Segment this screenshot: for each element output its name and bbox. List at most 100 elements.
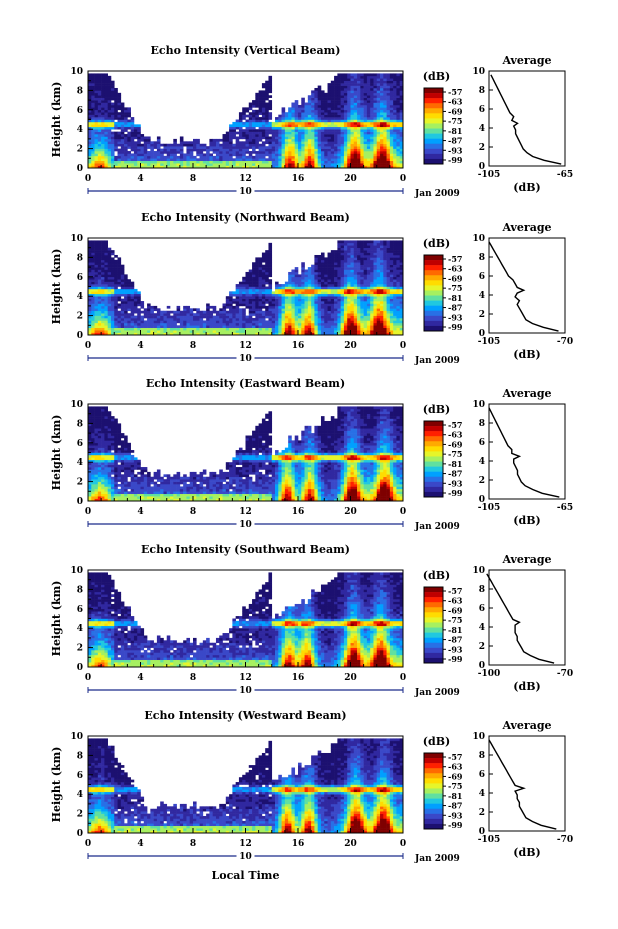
heatmap-cell bbox=[389, 245, 394, 248]
heatmap-cell bbox=[360, 281, 364, 285]
heatmap-cell bbox=[330, 315, 335, 319]
heatmap-cell bbox=[370, 90, 374, 94]
heatmap-cell bbox=[133, 148, 138, 152]
heatmap-cell bbox=[110, 318, 115, 321]
heatmap-cell bbox=[104, 92, 108, 96]
heatmap-cell bbox=[179, 146, 184, 149]
heatmap-cell bbox=[334, 134, 338, 137]
heatmap-cell bbox=[294, 322, 299, 326]
heatmap-cell bbox=[393, 262, 397, 265]
heatmap-cell bbox=[104, 102, 108, 106]
heatmap-cell bbox=[242, 129, 246, 132]
heatmap-cell bbox=[347, 245, 351, 248]
heatmap-cell bbox=[110, 87, 115, 91]
heatmap-cell bbox=[88, 85, 92, 89]
heatmap-cell bbox=[252, 330, 256, 333]
heatmap-cell bbox=[357, 310, 361, 314]
heatmap-cell bbox=[137, 136, 141, 140]
heatmap-cell bbox=[143, 325, 148, 329]
heatmap-cell bbox=[91, 276, 95, 280]
heatmap-cell bbox=[130, 293, 135, 297]
heatmap-cell bbox=[97, 80, 102, 84]
heatmap-cell bbox=[396, 303, 401, 307]
heatmap-cell bbox=[363, 274, 368, 278]
heatmap-cell bbox=[366, 80, 371, 84]
heatmap-cell bbox=[199, 153, 204, 157]
heatmap-cell bbox=[386, 138, 391, 142]
heatmap-cell bbox=[386, 141, 391, 145]
heatmap-cell bbox=[330, 320, 335, 324]
heatmap-cell bbox=[311, 126, 315, 130]
heatmap-cell bbox=[133, 315, 138, 319]
heatmap-cell bbox=[120, 284, 125, 287]
heatmap-cell bbox=[343, 313, 348, 316]
heatmap-cell bbox=[130, 310, 135, 314]
heatmap-cell bbox=[386, 305, 391, 309]
heatmap-cell bbox=[88, 318, 92, 321]
heatmap-cell bbox=[353, 95, 358, 98]
heatmap-cell bbox=[327, 267, 332, 270]
heatmap-cell bbox=[209, 330, 213, 333]
heatmap-cell bbox=[94, 276, 99, 280]
heatmap-cell bbox=[114, 301, 118, 304]
heatmap-cell bbox=[288, 284, 292, 287]
heatmap-cell bbox=[163, 146, 168, 149]
heatmap-cell bbox=[150, 146, 154, 149]
heatmap-cell bbox=[176, 165, 181, 169]
heatmap-cell bbox=[370, 303, 374, 307]
heatmap-cell bbox=[120, 126, 125, 130]
heatmap-cell bbox=[376, 262, 381, 265]
heatmap-cell bbox=[94, 143, 99, 147]
heatmap-cell bbox=[110, 160, 115, 164]
heatmap-cell bbox=[114, 327, 118, 331]
heatmap-cell bbox=[383, 310, 387, 314]
heatmap-cell bbox=[248, 305, 253, 309]
heatmap-cell bbox=[268, 245, 273, 248]
heatmap-cell bbox=[301, 308, 305, 312]
heatmap-cell bbox=[91, 136, 95, 140]
heatmap-cell bbox=[124, 315, 128, 319]
heatmap-cell bbox=[396, 131, 401, 135]
heatmap-cell bbox=[91, 124, 95, 128]
heatmap-cell bbox=[360, 85, 364, 89]
heatmap-cell bbox=[153, 308, 158, 312]
heatmap-cell bbox=[327, 160, 332, 164]
heatmap-cell bbox=[130, 313, 135, 316]
heatmap-cell bbox=[120, 129, 125, 132]
heatmap-cell bbox=[215, 143, 220, 147]
heatmap-cell bbox=[91, 155, 95, 159]
heatmap-cell bbox=[166, 165, 171, 169]
heatmap-cell bbox=[399, 107, 404, 111]
heatmap-cell bbox=[327, 138, 332, 142]
heatmap-cell bbox=[114, 134, 118, 137]
heatmap-cell bbox=[330, 262, 335, 265]
heatmap-cell bbox=[330, 92, 335, 96]
heatmap-cell bbox=[320, 102, 325, 106]
heatmap-cell bbox=[399, 95, 404, 98]
heatmap-cell bbox=[386, 102, 391, 106]
heatmap-cell bbox=[343, 308, 348, 312]
heatmap-cell bbox=[373, 100, 378, 103]
heatmap-cell bbox=[120, 301, 125, 304]
heatmap-cell bbox=[140, 322, 145, 326]
heatmap-cell bbox=[311, 129, 315, 132]
heatmap-cell bbox=[291, 276, 296, 280]
heatmap-cell bbox=[271, 160, 276, 164]
heatmap-cell bbox=[393, 322, 397, 326]
heatmap-cell bbox=[380, 117, 384, 120]
heatmap-cell bbox=[268, 90, 273, 94]
heatmap-cell bbox=[242, 165, 246, 169]
heatmap-cell bbox=[376, 286, 381, 290]
heatmap-cell bbox=[248, 136, 253, 140]
heatmap-cell bbox=[393, 75, 397, 79]
heatmap-cell bbox=[258, 146, 263, 149]
heatmap-cell bbox=[343, 332, 348, 336]
heatmap-cell bbox=[258, 274, 263, 278]
heatmap-cell bbox=[114, 121, 118, 125]
heatmap-cell bbox=[183, 153, 187, 157]
heatmap-cell bbox=[396, 95, 401, 98]
heatmap-cell bbox=[120, 313, 125, 316]
heatmap-cell bbox=[143, 327, 148, 331]
heatmap-cell bbox=[347, 313, 351, 316]
